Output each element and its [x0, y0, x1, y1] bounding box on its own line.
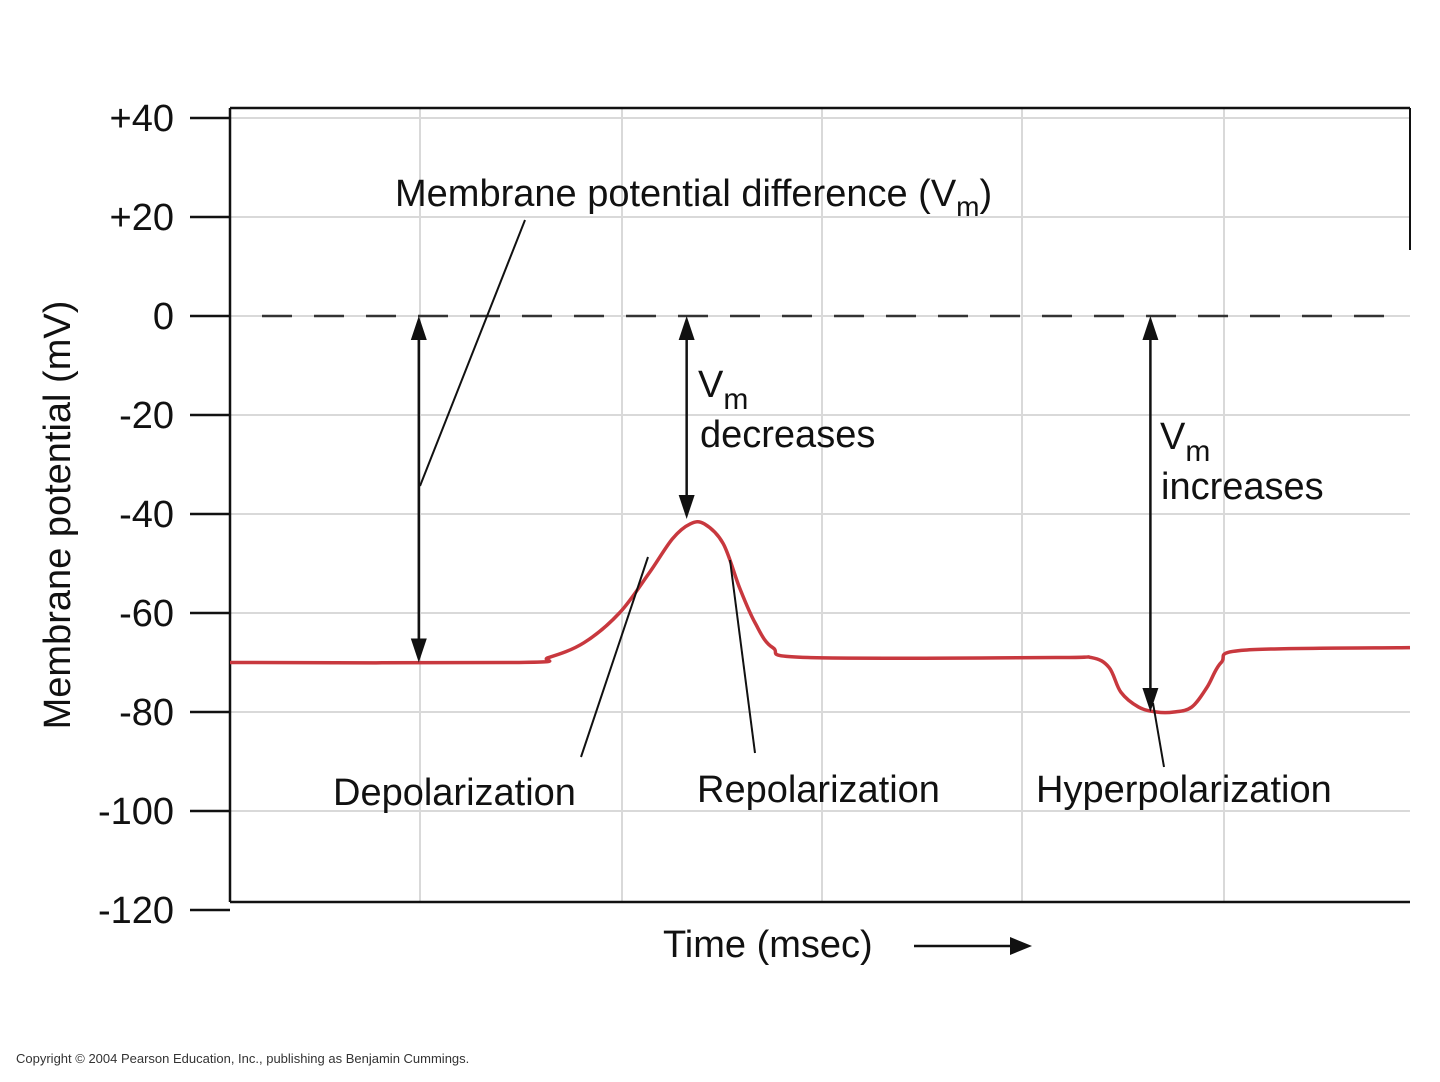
arrow-head-up — [1142, 316, 1159, 340]
arrow-head-down — [1142, 688, 1159, 712]
y-tick-label: -80 — [119, 692, 174, 734]
y-tick-label: -40 — [119, 494, 174, 536]
hyperpolarization-leader — [1152, 702, 1165, 768]
repolarization-label: Repolarization — [697, 769, 940, 811]
vm-difference-label: Membrane potential difference (Vm) — [395, 173, 992, 222]
depolarization-label: Depolarization — [333, 772, 576, 814]
y-axis-tick-labels: +40 +20 0 -20 -40 -60 -80 -100 -120 — [98, 98, 174, 932]
arrow-head-down — [410, 638, 427, 663]
y-axis-ticks — [190, 116, 230, 912]
vm-arrow-2 — [678, 316, 695, 519]
y-tick-label: +40 — [110, 98, 174, 140]
copyright-notice: Copyright © 2004 Pearson Education, Inc.… — [16, 1051, 469, 1066]
arrow-head-up — [410, 316, 427, 340]
trace-line — [229, 519, 1411, 715]
repolarization-leader — [729, 559, 756, 754]
arrow-head-up — [678, 316, 695, 340]
membrane-potential-trace — [229, 519, 1411, 715]
y-tick-label: 0 — [153, 296, 174, 338]
vm-arrow-1 — [410, 316, 427, 663]
vm-arrows — [410, 316, 1159, 712]
plot-frame — [228, 106, 1411, 904]
y-tick-label: -20 — [119, 395, 174, 437]
y-tick-label: -60 — [119, 593, 174, 635]
vm-decreases-symbol: Vm — [698, 364, 748, 416]
annotation-leader-lines — [419, 219, 1165, 768]
vm-decreases-label: decreases — [700, 414, 875, 456]
x-axis-direction-arrow — [914, 937, 1032, 955]
x-axis-title: Time (msec) — [663, 924, 873, 966]
vm-increases-label: increases — [1161, 466, 1324, 508]
vm-arrow-3 — [1142, 316, 1159, 712]
y-tick-label: +20 — [110, 197, 174, 239]
vm-increases-symbol: Vm — [1160, 416, 1210, 468]
depolarization-leader — [580, 556, 649, 758]
vm-label-leader — [419, 219, 526, 487]
y-tick-label: -100 — [98, 791, 174, 833]
hyperpolarization-label: Hyperpolarization — [1036, 769, 1332, 811]
arrow-head-down — [678, 494, 695, 519]
y-tick-label: -120 — [98, 890, 174, 932]
y-axis-title: Membrane potential (mV) — [37, 301, 79, 730]
